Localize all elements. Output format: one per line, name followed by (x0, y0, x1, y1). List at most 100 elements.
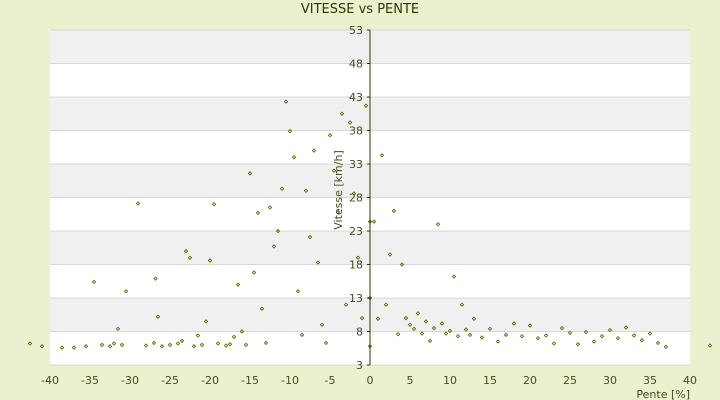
data-point (623, 325, 629, 330)
y-tick-label: 18 (349, 259, 363, 272)
y-axis-title: Vitesse [km/h] (332, 150, 345, 230)
x-tick-labels: -40 -35 -30 -25 -20 -15 -10 -5 0 5 10 15 20 25 30 35 40 (41, 374, 697, 387)
data-point (631, 333, 637, 338)
x-tick-label: 35 (643, 374, 657, 387)
data-point (403, 315, 409, 321)
data-point (355, 255, 361, 261)
data-point (199, 342, 205, 348)
x-tick-label: -15 (241, 374, 259, 387)
data-point (227, 341, 233, 347)
chart-title: VITESSE vs PENTE (300, 2, 420, 17)
data-point (451, 274, 457, 279)
data-point (119, 342, 125, 348)
data-point (107, 344, 113, 349)
data-point (607, 327, 613, 333)
data-point (299, 332, 305, 338)
data-point (287, 128, 293, 134)
data-point (259, 306, 265, 311)
data-point (271, 244, 277, 249)
data-point (223, 343, 229, 348)
x-tick-label: 20 (523, 374, 537, 387)
data-point (195, 333, 201, 338)
data-point (275, 228, 281, 234)
data-point (383, 302, 389, 307)
data-point (447, 328, 453, 334)
data-point (591, 339, 597, 344)
data-point (267, 205, 273, 210)
data-points (27, 99, 713, 350)
x-axis-title: Pente [%] (636, 388, 690, 400)
data-point (479, 335, 485, 340)
data-point (243, 342, 249, 348)
y-tick-label: 28 (349, 192, 363, 205)
data-point (175, 341, 181, 346)
data-point (263, 340, 269, 346)
x-tick-label: 0 (367, 374, 374, 387)
data-point (207, 258, 213, 263)
data-point (135, 201, 141, 206)
data-point (663, 344, 669, 350)
data-point (159, 344, 165, 349)
x-tick-label: 40 (683, 374, 697, 387)
y-tick-label: 48 (349, 58, 363, 71)
data-point (639, 337, 645, 343)
data-point (387, 252, 393, 257)
axes (367, 29, 371, 366)
data-point (111, 341, 117, 346)
x-tick-label: -5 (325, 374, 336, 387)
x-tick-label: 5 (407, 374, 414, 387)
data-point (575, 341, 581, 347)
data-point (155, 314, 161, 319)
data-point (123, 289, 129, 294)
data-point (307, 234, 313, 240)
data-point (427, 338, 433, 344)
data-point (311, 148, 317, 153)
data-point (655, 340, 661, 346)
data-point (467, 332, 473, 338)
data-point (559, 325, 565, 331)
data-point (203, 319, 209, 324)
data-point (407, 322, 413, 328)
x-tick-label: -30 (121, 374, 139, 387)
data-point (71, 345, 77, 350)
y-tick-label: 38 (349, 125, 363, 138)
x-tick-label: 10 (443, 374, 457, 387)
data-point (211, 201, 217, 207)
data-point (235, 282, 241, 287)
data-point (39, 344, 45, 349)
data-point (191, 344, 197, 349)
data-point (371, 219, 377, 224)
y-tick-label: 33 (349, 158, 363, 171)
data-point (535, 335, 541, 341)
data-point (115, 326, 121, 332)
data-point (291, 155, 297, 160)
data-point (331, 168, 337, 173)
data-point (363, 103, 369, 108)
data-point (255, 210, 261, 216)
data-point (463, 327, 469, 332)
data-point (567, 330, 573, 336)
data-point (151, 340, 157, 346)
data-point (615, 335, 621, 341)
x-tick-label: -35 (81, 374, 99, 387)
data-point (399, 262, 405, 267)
data-point (315, 260, 321, 265)
data-point (179, 338, 185, 344)
x-tick-label: -20 (201, 374, 219, 387)
data-point (647, 331, 653, 336)
data-point (215, 341, 221, 346)
data-point (487, 326, 493, 332)
data-point (143, 343, 149, 348)
data-point (303, 188, 309, 194)
data-point (339, 111, 345, 116)
data-point (443, 331, 449, 336)
data-point (375, 316, 381, 322)
data-point (415, 311, 421, 316)
x-tick-label: -40 (41, 374, 59, 387)
data-point (91, 279, 97, 285)
data-point (359, 315, 365, 321)
data-point (419, 331, 425, 336)
